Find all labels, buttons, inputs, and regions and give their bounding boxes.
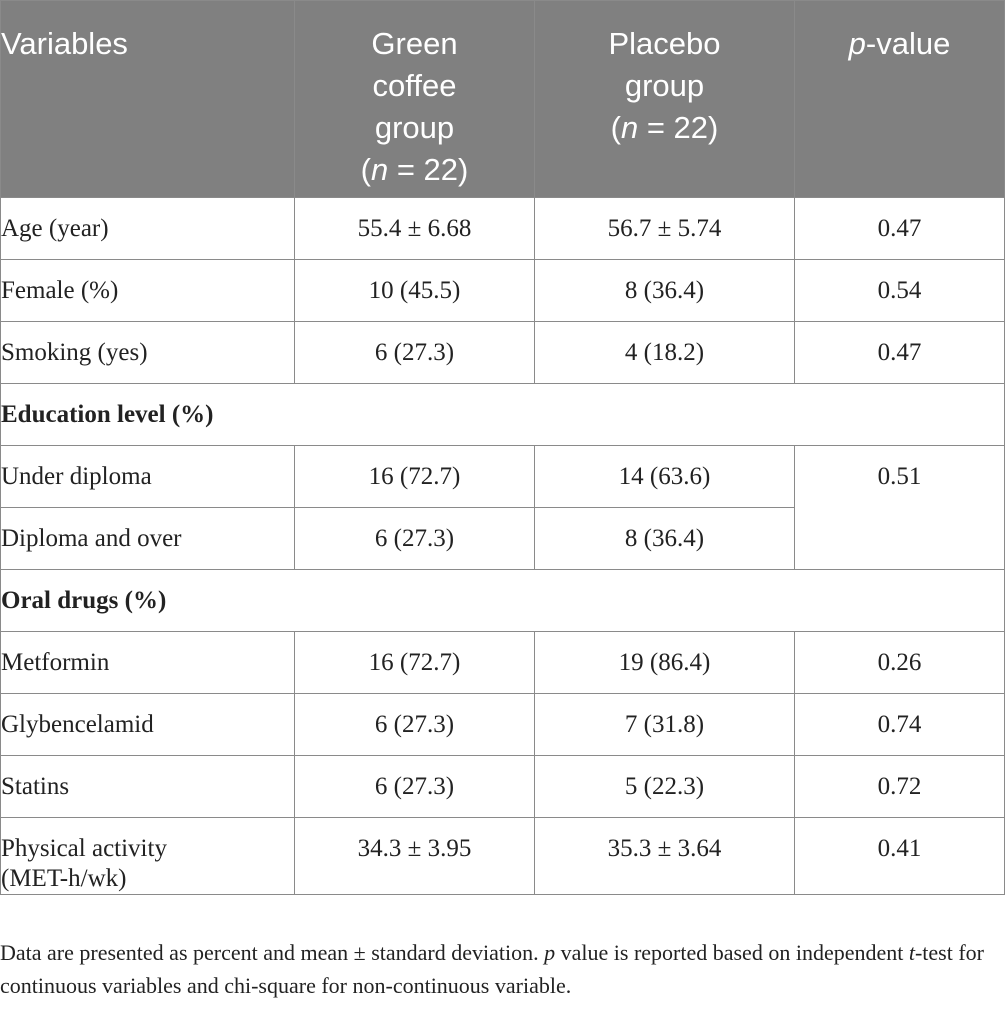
p-value: 0.26	[794, 631, 1005, 694]
section-heading-oral-drugs: Oral drugs (%)	[0, 569, 1005, 632]
row-label: Female (%)	[0, 259, 295, 322]
baseline-characteristics-table: Variables Green coffee group (n = 22) Pl…	[0, 0, 1005, 895]
placebo-value: 8 (36.4)	[534, 507, 795, 570]
placebo-value: 5 (22.3)	[534, 755, 795, 818]
section-heading-education: Education level (%)	[0, 383, 1005, 446]
row-label: Diploma and over	[0, 507, 295, 570]
table-footnote: Data are presented as percent and mean ±…	[0, 940, 984, 998]
row-label: Physical activity (MET-h/wk)	[0, 817, 295, 895]
table-row: Under diploma 16 (72.7) 14 (63.6) 0.51	[0, 445, 1005, 570]
row-label: Glybencelamid	[0, 693, 295, 756]
header-green-coffee-group: Green coffee group (n = 22)	[294, 0, 535, 198]
p-value: 0.51	[794, 445, 1005, 570]
row-label: Statins	[0, 755, 295, 818]
green-coffee-value: 16 (72.7)	[294, 631, 535, 694]
row-label: Metformin	[0, 631, 295, 694]
table-row: Metformin 16 (72.7) 19 (86.4) 0.26	[0, 631, 1005, 694]
green-coffee-value: 16 (72.7)	[294, 445, 535, 508]
table-row: Statins 6 (27.3) 5 (22.3) 0.72	[0, 755, 1005, 818]
p-value: 0.41	[794, 817, 1005, 895]
row-label-line1: Physical activity	[1, 835, 167, 862]
p-value: 0.47	[794, 197, 1005, 260]
header-variables: Variables	[0, 0, 295, 198]
table-header-row: Variables Green coffee group (n = 22) Pl…	[0, 0, 1005, 198]
p-value: 0.74	[794, 693, 1005, 756]
placebo-value: 14 (63.6)	[534, 445, 795, 508]
green-coffee-value: 6 (27.3)	[294, 755, 535, 818]
table-row: Diploma and over 6 (27.3) 8 (36.4)	[0, 507, 1005, 570]
green-coffee-value: 55.4 ± 6.68	[294, 197, 535, 260]
green-coffee-value: 6 (27.3)	[294, 321, 535, 384]
p-value: 0.72	[794, 755, 1005, 818]
row-label-line2: (MET-h/wk)	[1, 865, 127, 892]
placebo-value: 35.3 ± 3.64	[534, 817, 795, 895]
placebo-value: 56.7 ± 5.74	[534, 197, 795, 260]
section-row: Education level (%)	[0, 383, 1005, 446]
placebo-value: 4 (18.2)	[534, 321, 795, 384]
green-coffee-value: 6 (27.3)	[294, 693, 535, 756]
p-value: 0.47	[794, 321, 1005, 384]
placebo-value: 19 (86.4)	[534, 631, 795, 694]
green-coffee-value: 6 (27.3)	[294, 507, 535, 570]
row-label: Under diploma	[0, 445, 295, 508]
placebo-value: 7 (31.8)	[534, 693, 795, 756]
header-placebo-group: Placebo group (n = 22)	[534, 0, 795, 198]
placebo-value: 8 (36.4)	[534, 259, 795, 322]
table-row: Age (year) 55.4 ± 6.68 56.7 ± 5.74 0.47	[0, 197, 1005, 260]
row-label: Age (year)	[0, 197, 295, 260]
header-p-value: p-value	[794, 0, 1005, 198]
green-coffee-value: 34.3 ± 3.95	[294, 817, 535, 895]
table-row: Physical activity (MET-h/wk) 34.3 ± 3.95…	[0, 817, 1005, 895]
table-row: Smoking (yes) 6 (27.3) 4 (18.2) 0.47	[0, 321, 1005, 384]
p-value: 0.54	[794, 259, 1005, 322]
section-row: Oral drugs (%)	[0, 569, 1005, 632]
row-label: Smoking (yes)	[0, 321, 295, 384]
green-coffee-value: 10 (45.5)	[294, 259, 535, 322]
table-row: Glybencelamid 6 (27.3) 7 (31.8) 0.74	[0, 693, 1005, 756]
table-row: Female (%) 10 (45.5) 8 (36.4) 0.54	[0, 259, 1005, 322]
